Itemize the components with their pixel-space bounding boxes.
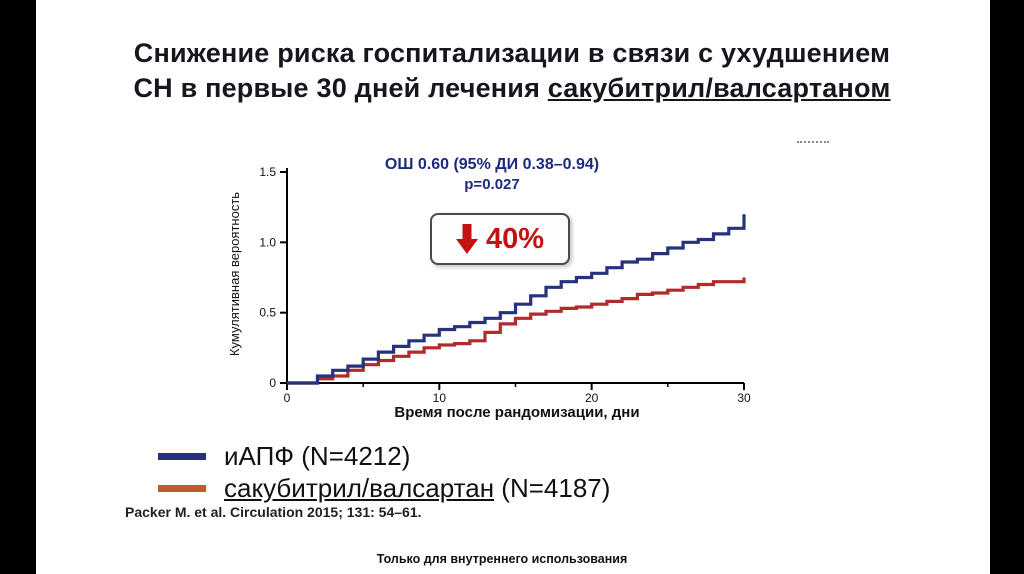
citation-text: Packer M. et al. Circulation 2015; 131: … xyxy=(125,504,422,520)
legend-label-sacubitril-n: (N=4187) xyxy=(494,472,611,503)
legend-label-iapf-n: (N=4212) xyxy=(294,440,411,471)
svg-text:30: 30 xyxy=(737,391,751,405)
svg-text:20: 20 xyxy=(585,391,599,405)
svg-text:0: 0 xyxy=(284,391,291,405)
chart-legend: иАПФ (N=4212) сакубитрил/валсартан (N=41… xyxy=(158,440,610,504)
svg-text:0: 0 xyxy=(269,376,276,390)
x-axis-label: Время после рандомизации, дни xyxy=(394,404,640,421)
slide-title-line2-underlined: сакубитрил/валсартаном xyxy=(547,72,891,103)
legend-swatch-orange xyxy=(158,484,206,492)
footer-confidentiality-note: Только для внутреннего использования xyxy=(376,552,628,566)
slide-title-line2-plain: СН в первые 30 дней лечения xyxy=(133,72,548,103)
svg-text:1.5: 1.5 xyxy=(259,165,276,179)
statistics-annotation: ОШ 0.60 (95% ДИ 0.38–0.94) p=0.027 xyxy=(287,156,697,193)
risk-reduction-callout: 40% xyxy=(430,213,570,265)
svg-text:10: 10 xyxy=(433,391,447,405)
svg-text:0.5: 0.5 xyxy=(259,306,276,320)
legend-label-iapf: иАПФ (N=4212) xyxy=(224,441,410,472)
legend-label-iapf-name: иАПФ xyxy=(224,440,295,471)
legend-item-iapf: иАПФ (N=4212) xyxy=(158,440,610,472)
legend-swatch-blue xyxy=(158,452,206,460)
odds-ratio-text: ОШ 0.60 (95% ДИ 0.38–0.94) xyxy=(384,156,600,173)
legend-item-sacubitril: сакубитрил/валсартан (N=4187) xyxy=(158,472,610,504)
reduction-percent: 40% xyxy=(485,222,545,255)
right-black-border xyxy=(990,0,1024,574)
svg-text:1.0: 1.0 xyxy=(259,235,276,249)
left-black-border xyxy=(0,0,36,574)
p-value-text: p=0.027 xyxy=(464,176,520,193)
y-axis-label: Кумулятивная вероятность xyxy=(227,191,242,357)
slide-title-line1: Снижение риска госпитализации в связи с … xyxy=(133,38,891,68)
slide-title: Снижение риска госпитализации в связи с … xyxy=(50,36,974,105)
legend-label-sacubitril-name: сакубитрил/валсартан xyxy=(224,472,495,503)
cumulative-probability-step-chart: 0 0.5 1.0 1.5 0 10 20 30 xyxy=(259,165,751,405)
dashed-placeholder-mark xyxy=(797,141,829,143)
slide-title-line2: СН в первые 30 дней лечения сакубитрил/в… xyxy=(50,71,974,106)
legend-label-sacubitril: сакубитрил/валсартан (N=4187) xyxy=(224,473,610,504)
red-down-arrow-icon xyxy=(455,224,478,254)
